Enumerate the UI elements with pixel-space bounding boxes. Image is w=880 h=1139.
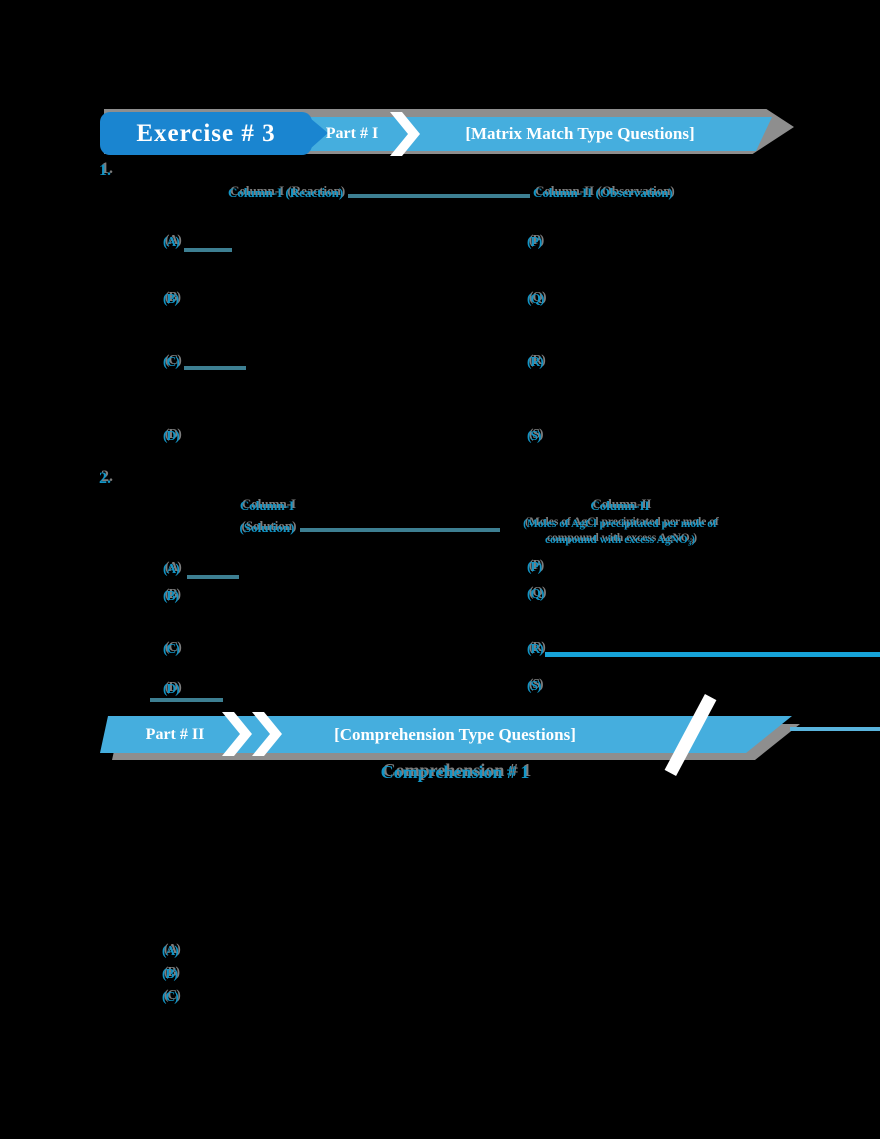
q2-row-marker-d: (D) (163, 681, 180, 696)
part2-label: Part # II (145, 725, 205, 743)
q2-row-marker-c: (C) (163, 641, 180, 656)
connector-line (150, 698, 223, 702)
exercise-badge: Exercise # 3 (100, 112, 328, 155)
q1-row-marker-a: (A) (163, 234, 180, 249)
question-1-number: 1. (99, 162, 111, 179)
part1-label: Part # I (325, 125, 379, 142)
q2-match-marker-s: (S) (527, 678, 541, 693)
q2-match-marker-q: (Q) (527, 586, 544, 601)
part1-title: [Matrix Match Type Questions] (465, 124, 695, 143)
q2-match-marker-r: (R) (527, 641, 544, 656)
q1-row-marker-c: (C) (163, 354, 180, 369)
question-2-number: 2. (99, 470, 111, 487)
connector-line (187, 575, 239, 579)
q1-row-marker-b: (B) (163, 291, 179, 306)
option-marker-a: (A) (162, 943, 179, 958)
q2-row-marker-b: (B) (163, 588, 179, 603)
q2-column2-header: Column-II (Moles of AgCl precipitated pe… (523, 498, 717, 546)
option-marker-c: (C) (162, 989, 179, 1004)
q2-column1-header: Column-I (Solution) (239, 498, 295, 535)
q1-match-marker-q: (Q) (527, 291, 544, 306)
q1-match-marker-s: (S) (527, 428, 541, 443)
connector-line (300, 528, 500, 532)
part1-banner (300, 117, 772, 151)
q1-match-marker-r: (R) (527, 354, 544, 369)
q2-row-marker-a: (A) (163, 561, 180, 576)
option-marker-b: (B) (162, 966, 178, 981)
row-rule-line (545, 652, 880, 657)
q1-column2-header: Column-II (Observation) (533, 185, 673, 200)
banner-tail-line (790, 727, 880, 731)
comprehension-title: Comprehension # 1 (380, 762, 530, 782)
connector-line (348, 194, 530, 198)
q1-match-marker-p: (P) (527, 234, 542, 249)
exercise-label: Exercise # 3 (136, 119, 276, 147)
q1-row-marker-d: (D) (163, 428, 180, 443)
q2-match-marker-p: (P) (527, 559, 542, 574)
q1-column1-header: Column-I (Reaction) (228, 185, 344, 200)
connector-line (184, 248, 232, 252)
connector-line (184, 366, 246, 370)
part2-title: [Comprehension Type Questions] (334, 724, 576, 744)
